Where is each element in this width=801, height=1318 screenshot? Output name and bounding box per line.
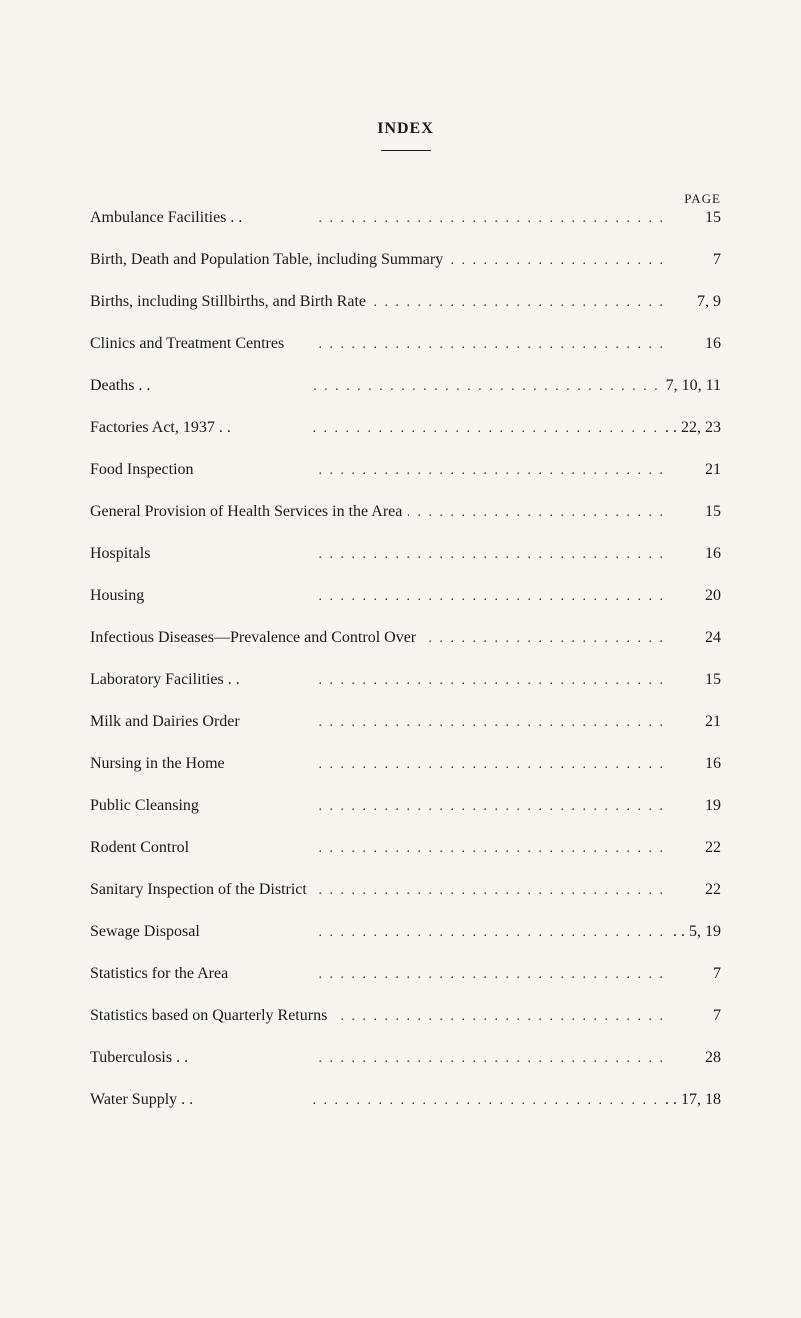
entry-label: Milk and Dairies Order bbox=[90, 713, 240, 731]
entry-page: 16 bbox=[671, 335, 721, 353]
leader-dots bbox=[231, 759, 665, 773]
entry-page: 21 bbox=[671, 713, 721, 731]
entry-page: 15 bbox=[671, 503, 721, 521]
leader-dots bbox=[246, 717, 665, 731]
entry-page: 7 bbox=[671, 1007, 721, 1025]
index-entry: Housing 20 bbox=[90, 587, 721, 605]
entry-page: 16 bbox=[671, 755, 721, 773]
index-entry: Ambulance Facilities . . 15 bbox=[90, 209, 721, 227]
leader-dots bbox=[248, 213, 665, 227]
leader-dots bbox=[408, 507, 665, 521]
entry-label: Tuberculosis . . bbox=[90, 1049, 188, 1067]
entry-label: Infectious Diseases—Prevalence and Contr… bbox=[90, 629, 416, 647]
entry-page: . . 17, 18 bbox=[665, 1091, 721, 1109]
entry-label: Public Cleansing bbox=[90, 797, 199, 815]
page-column-header: PAGE bbox=[90, 191, 721, 207]
leader-dots bbox=[199, 1095, 659, 1109]
leader-dots bbox=[194, 1053, 665, 1067]
leader-dots bbox=[333, 1011, 665, 1025]
entry-label: Ambulance Facilities . . bbox=[90, 209, 242, 227]
entry-label: Deaths . . bbox=[90, 377, 150, 395]
index-entry: Laboratory Facilities . . 15 bbox=[90, 671, 721, 689]
entry-label: Births, including Stillbirths, and Birth… bbox=[90, 293, 366, 311]
index-entry: Deaths . . 7, 10, 11 bbox=[90, 377, 721, 395]
entry-label: Factories Act, 1937 . . bbox=[90, 419, 231, 437]
entry-page: 15 bbox=[671, 209, 721, 227]
entry-label: Water Supply . . bbox=[90, 1091, 193, 1109]
entry-page: 7, 9 bbox=[671, 293, 721, 311]
entry-page: 7 bbox=[671, 251, 721, 269]
index-entry: Rodent Control 22 bbox=[90, 839, 721, 857]
leader-dots bbox=[150, 591, 665, 605]
entry-label: Hospitals bbox=[90, 545, 150, 563]
entry-label: Statistics for the Area bbox=[90, 965, 228, 983]
leader-dots bbox=[372, 297, 665, 311]
index-entry: Water Supply . . . . 17, 18 bbox=[90, 1091, 721, 1109]
entry-page: . . 22, 23 bbox=[665, 419, 721, 437]
index-entry: Factories Act, 1937 . . . . 22, 23 bbox=[90, 419, 721, 437]
entry-label: Sewage Disposal bbox=[90, 923, 200, 941]
index-entry: Clinics and Treatment Centres 16 bbox=[90, 335, 721, 353]
entry-page: 7 bbox=[671, 965, 721, 983]
entry-page: . . 5, 19 bbox=[671, 923, 721, 941]
entry-label: Nursing in the Home bbox=[90, 755, 225, 773]
index-entry: Food Inspection 21 bbox=[90, 461, 721, 479]
entry-label: Rodent Control bbox=[90, 839, 189, 857]
leader-dots bbox=[156, 549, 665, 563]
leader-dots bbox=[290, 339, 665, 353]
index-entry: Sanitary Inspection of the District 22 bbox=[90, 881, 721, 899]
index-entry: Tuberculosis . . 28 bbox=[90, 1049, 721, 1067]
index-entry: Milk and Dairies Order 21 bbox=[90, 713, 721, 731]
leader-dots bbox=[449, 255, 665, 269]
index-entry: Hospitals 16 bbox=[90, 545, 721, 563]
leader-dots bbox=[246, 675, 665, 689]
entry-page: 24 bbox=[671, 629, 721, 647]
entry-page: 28 bbox=[671, 1049, 721, 1067]
index-entry: Nursing in the Home 16 bbox=[90, 755, 721, 773]
index-entry: General Provision of Health Services in … bbox=[90, 503, 721, 521]
index-entry: Sewage Disposal . . 5, 19 bbox=[90, 923, 721, 941]
entry-label: Laboratory Facilities . . bbox=[90, 671, 240, 689]
entry-page: 7, 10, 11 bbox=[666, 377, 721, 395]
entry-label: Food Inspection bbox=[90, 461, 194, 479]
entry-label: Birth, Death and Population Table, inclu… bbox=[90, 251, 443, 269]
entry-label: Housing bbox=[90, 587, 144, 605]
entry-label: Clinics and Treatment Centres bbox=[90, 335, 284, 353]
entry-page: 16 bbox=[671, 545, 721, 563]
leader-dots bbox=[313, 885, 665, 899]
leader-dots bbox=[200, 465, 665, 479]
leader-dots bbox=[156, 381, 659, 395]
index-entry: Infectious Diseases—Prevalence and Contr… bbox=[90, 629, 721, 647]
leader-dots bbox=[205, 801, 665, 815]
title-divider bbox=[381, 150, 431, 151]
entry-label: Sanitary Inspection of the District bbox=[90, 881, 307, 899]
entry-page: 15 bbox=[671, 671, 721, 689]
leader-dots bbox=[237, 423, 659, 437]
index-entry: Births, including Stillbirths, and Birth… bbox=[90, 293, 721, 311]
index-entry: Public Cleansing 19 bbox=[90, 797, 721, 815]
entry-page: 19 bbox=[671, 797, 721, 815]
index-entry: Birth, Death and Population Table, inclu… bbox=[90, 251, 721, 269]
leader-dots bbox=[206, 927, 665, 941]
index-list: Ambulance Facilities . . 15 Birth, Death… bbox=[90, 209, 721, 1109]
index-title: INDEX bbox=[90, 120, 721, 138]
index-entry: Statistics for the Area 7 bbox=[90, 965, 721, 983]
entry-page: 22 bbox=[671, 839, 721, 857]
index-entry: Statistics based on Quarterly Returns 7 bbox=[90, 1007, 721, 1025]
entry-label: General Provision of Health Services in … bbox=[90, 503, 402, 521]
leader-dots bbox=[234, 969, 665, 983]
entry-page: 21 bbox=[671, 461, 721, 479]
leader-dots bbox=[195, 843, 665, 857]
entry-page: 20 bbox=[671, 587, 721, 605]
leader-dots bbox=[422, 633, 665, 647]
entry-page: 22 bbox=[671, 881, 721, 899]
entry-label: Statistics based on Quarterly Returns bbox=[90, 1007, 327, 1025]
